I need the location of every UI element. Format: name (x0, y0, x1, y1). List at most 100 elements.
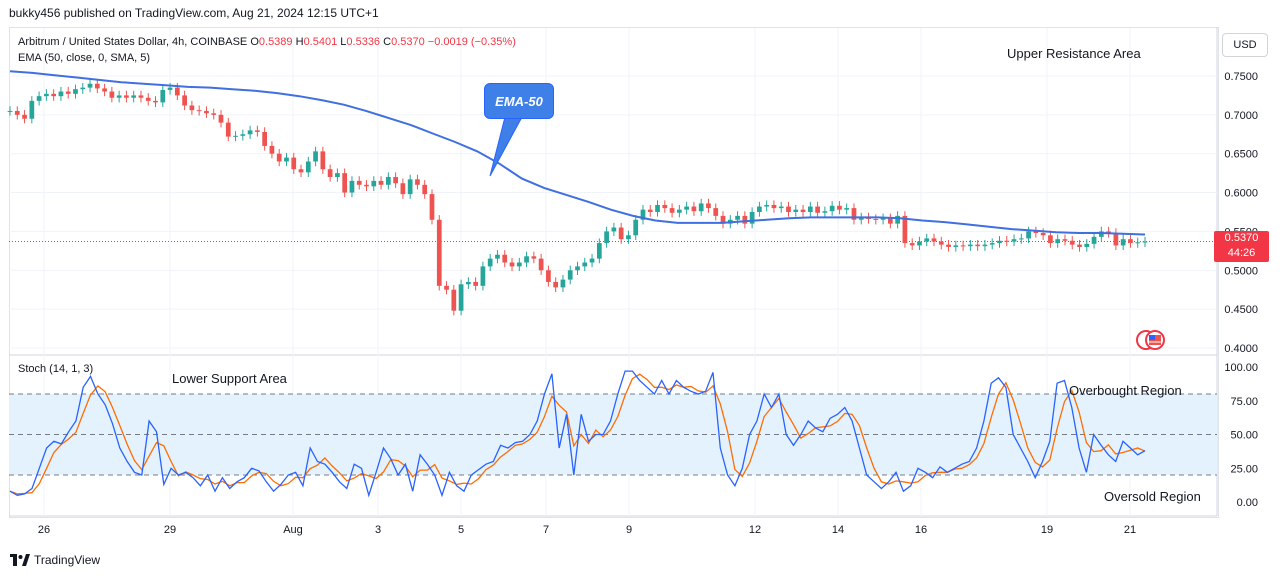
flag-icon[interactable] (1136, 330, 1166, 350)
brand-footer[interactable]: TradingView (10, 553, 100, 567)
candle-body (291, 157, 297, 170)
x-tick-label: 7 (543, 524, 549, 536)
x-tick-label: 12 (749, 524, 761, 536)
candle-body (851, 208, 857, 220)
candle-body (422, 184, 428, 195)
price-tick-label: 0.4000 (1224, 343, 1258, 355)
candle-body (1048, 235, 1053, 244)
candle-body (909, 243, 915, 246)
candle-body (269, 145, 275, 154)
candle-body (1033, 231, 1039, 233)
candle-body (975, 244, 981, 247)
candle-body (240, 134, 246, 136)
candle-body (153, 100, 158, 103)
candle-body (320, 151, 326, 170)
ema-line (9, 70, 1146, 236)
candle-body (1113, 232, 1119, 246)
candle-body (902, 215, 908, 244)
candle-body (1069, 240, 1075, 245)
symbol-label: Arbitrum / United States Dollar, 4h, COI… (18, 36, 248, 48)
x-tick-label: 9 (626, 524, 632, 536)
x-tick-label: 16 (915, 524, 927, 536)
candle-body (1128, 239, 1133, 244)
candle-body (145, 97, 151, 101)
bar-countdown: 44:26 (1227, 247, 1256, 259)
candle-body (262, 131, 268, 146)
candle-body (880, 218, 886, 220)
candle-body (1011, 239, 1017, 242)
close-label: C (383, 36, 392, 48)
candle-body (531, 256, 537, 259)
candle-body (1120, 239, 1126, 246)
candle-body (720, 215, 726, 224)
candle-body (51, 93, 57, 97)
candle-body (466, 281, 471, 285)
candle-body (800, 209, 806, 212)
candle-body (917, 241, 922, 246)
candle-body (997, 240, 1002, 244)
candle-body (80, 87, 86, 90)
candle-body (109, 91, 115, 98)
candle-body (764, 204, 770, 207)
candle-body (276, 153, 282, 162)
x-tick-label: 14 (832, 524, 844, 536)
candle-body (858, 217, 864, 220)
candle-body (473, 281, 479, 286)
candle-body (829, 205, 835, 212)
price-tick-label: 0.4500 (1224, 304, 1258, 316)
tradingview-logo-icon (10, 554, 30, 566)
last-price-tag: 0.5370 44:26 (1214, 231, 1269, 262)
low-label: L (340, 36, 347, 48)
candle-body (538, 258, 544, 271)
candle-body (516, 262, 522, 267)
candle-body (771, 204, 777, 209)
candle-body (58, 91, 64, 97)
change-value: −0.0019 (−0.35%) (427, 36, 516, 48)
chart-frame (9, 27, 1219, 518)
candle-body (102, 88, 107, 92)
candle-body (233, 135, 238, 137)
candle-body (640, 209, 646, 220)
candle-body (887, 218, 893, 224)
stoch-tick-label: 100.00 (1224, 362, 1258, 374)
candle-body (815, 206, 820, 213)
candle-body (305, 161, 311, 173)
candle-body (182, 95, 187, 106)
stoch-legend[interactable]: Stoch (14, 1, 3) (18, 363, 94, 375)
brand-name: TradingView (34, 553, 101, 567)
candle-body (1135, 242, 1141, 244)
candle-body (567, 270, 573, 280)
ema-legend[interactable]: EMA (50, close, 0, SMA, 5) (18, 52, 151, 64)
candle-body (36, 96, 42, 101)
candle-body (873, 218, 879, 220)
candle-body (807, 206, 813, 212)
candle-body (633, 219, 639, 236)
candle-body (14, 110, 20, 115)
currency-button[interactable]: USD (1222, 33, 1268, 57)
candle-body (757, 206, 762, 212)
candle-body (938, 241, 944, 245)
low-value: 0.5336 (346, 36, 381, 48)
candle-body (778, 206, 784, 209)
x-tick-label: 5 (458, 524, 464, 536)
candle-body (495, 254, 500, 259)
candle-body (946, 244, 951, 247)
candle-body (364, 184, 369, 187)
candle-body (335, 173, 340, 178)
candle-body (596, 243, 602, 259)
candle-body (924, 238, 930, 242)
candle-body (786, 206, 791, 212)
x-tick-label: 29 (164, 524, 176, 536)
candle-body (7, 110, 13, 112)
stoch-tick-label: 0.00 (1237, 497, 1258, 509)
lower-support-label: Lower Support Area (172, 371, 287, 386)
publisher-line: bukky456 published on TradingView.com, A… (9, 6, 379, 20)
candle-body (174, 87, 180, 96)
candle-body (415, 179, 420, 185)
oversold-label: Oversold Region (1104, 489, 1201, 504)
candle-body (509, 262, 515, 267)
candle-body (618, 227, 624, 240)
candle-body (225, 122, 231, 137)
candle-body (356, 180, 362, 185)
